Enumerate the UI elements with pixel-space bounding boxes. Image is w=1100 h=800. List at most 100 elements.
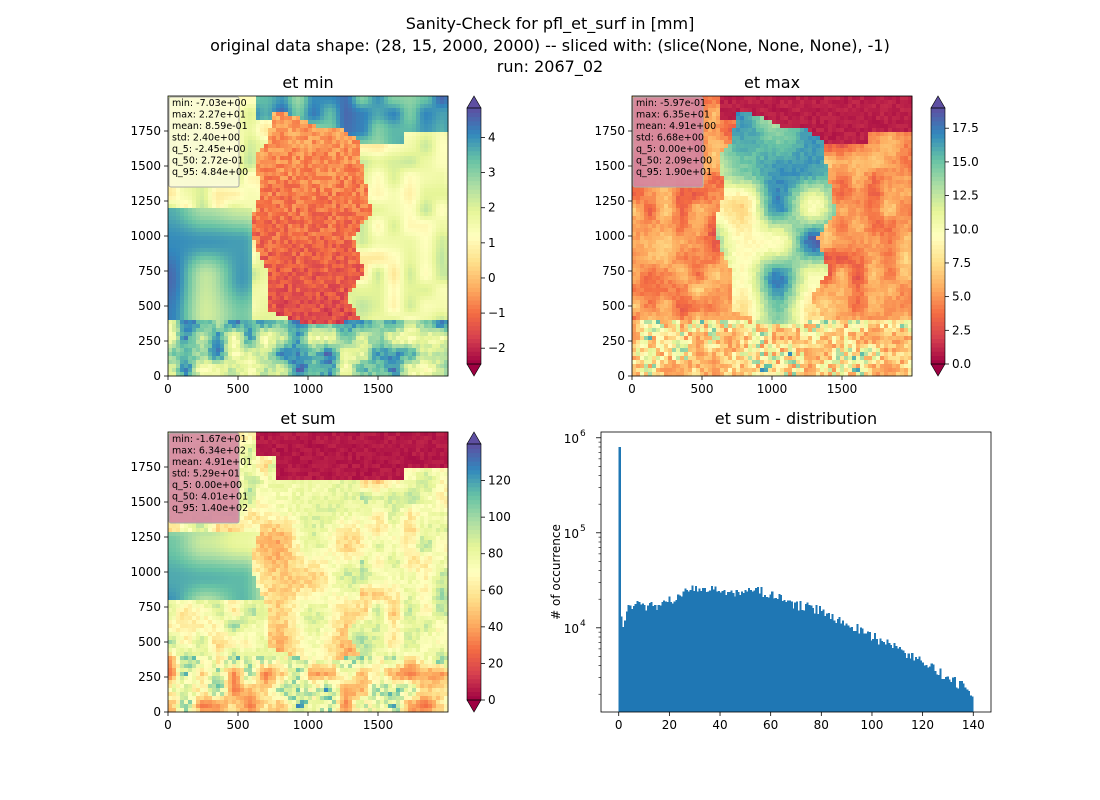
heatmap-cell	[272, 164, 277, 169]
heatmap-cell	[196, 280, 201, 285]
heatmap-cell	[240, 360, 245, 365]
heatmap-cell	[252, 236, 257, 241]
heatmap-cell	[424, 148, 429, 153]
colorbar-segment	[467, 253, 481, 258]
heatmap-cell	[188, 328, 193, 333]
heatmap-cell	[312, 200, 317, 205]
heatmap-cell	[372, 172, 377, 177]
heatmap-cell	[344, 164, 349, 169]
heatmap-cell	[356, 172, 361, 177]
stats-line: q_5: -2.45e+00	[172, 144, 246, 155]
heatmap-cell	[352, 272, 357, 277]
heatmap-cell	[416, 224, 421, 229]
heatmap-cell	[416, 240, 421, 245]
heatmap-cell	[352, 136, 357, 141]
heatmap-cell	[272, 368, 277, 373]
heatmap-cell	[272, 172, 277, 177]
heatmap-cell	[256, 120, 261, 125]
heatmap-cell	[300, 312, 305, 317]
heatmap-cell	[260, 348, 265, 353]
heatmap-cell	[272, 116, 277, 121]
heatmap-cell	[216, 204, 221, 209]
heatmap-cell	[288, 344, 293, 349]
heatmap-cell	[412, 300, 417, 305]
heatmap-cell	[376, 352, 381, 357]
heatmap-cell	[388, 272, 393, 277]
heatmap-cell	[356, 292, 361, 297]
heatmap-cell	[300, 96, 305, 101]
heatmap-cell	[316, 296, 321, 301]
heatmap-cell	[304, 292, 309, 297]
heatmap-cell	[168, 272, 173, 277]
heatmap-cell	[348, 120, 353, 125]
heatmap-cell	[224, 344, 229, 349]
heatmap-cell	[220, 244, 225, 249]
heatmap-cell	[332, 212, 337, 217]
heatmap-cell	[264, 212, 269, 217]
heatmap-cell	[220, 316, 225, 321]
heatmap-cell	[252, 168, 257, 173]
heatmap-cell	[200, 316, 205, 321]
heatmap-cell	[412, 100, 417, 105]
heatmap-cell	[412, 252, 417, 257]
heatmap-cell	[288, 120, 293, 125]
heatmap-cell	[332, 300, 337, 305]
heatmap-cell	[388, 320, 393, 325]
heatmap-cell	[364, 320, 369, 325]
heatmap-cell	[256, 172, 261, 177]
heatmap-cell	[328, 224, 333, 229]
heatmap-cell	[252, 208, 257, 213]
heatmap-cell	[260, 356, 265, 361]
heatmap-cell	[200, 188, 205, 193]
heatmap-cell	[416, 152, 421, 157]
heatmap-cell	[372, 140, 377, 145]
heatmap-cell	[272, 188, 277, 193]
heatmap-cell	[260, 212, 265, 217]
heatmap-cell	[348, 352, 353, 357]
heatmap-cell	[316, 324, 321, 329]
heatmap-cell	[412, 260, 417, 265]
heatmap-cell	[312, 136, 317, 141]
x-tick-label: 1500	[363, 382, 394, 396]
heatmap-cell	[416, 192, 421, 197]
heatmap-cell	[304, 272, 309, 277]
heatmap-cell	[196, 344, 201, 349]
heatmap-cell	[312, 208, 317, 213]
heatmap-cell	[276, 108, 281, 113]
heatmap-cell	[184, 320, 189, 325]
heatmap-cell	[276, 364, 281, 369]
heatmap-cell	[244, 208, 249, 213]
heatmap-cell	[332, 220, 337, 225]
heatmap-cell	[372, 232, 377, 237]
heatmap-cell	[356, 232, 361, 237]
heatmap-cell	[328, 320, 333, 325]
heatmap-cell	[168, 360, 173, 365]
heatmap-cell	[312, 332, 317, 337]
heatmap-cell	[380, 352, 385, 357]
heatmap-cell	[296, 320, 301, 325]
heatmap-cell	[320, 232, 325, 237]
heatmap-cell	[388, 364, 393, 369]
heatmap-cell	[292, 152, 297, 157]
heatmap-cell	[292, 252, 297, 257]
heatmap-cell	[384, 236, 389, 241]
heatmap-cell	[380, 100, 385, 105]
heatmap-cell	[172, 308, 177, 313]
heatmap-cell	[240, 312, 245, 317]
heatmap-cell	[276, 232, 281, 237]
heatmap-cell	[280, 244, 285, 249]
heatmap-cell	[384, 324, 389, 329]
heatmap-cell	[440, 364, 445, 369]
heatmap-cell	[372, 180, 377, 185]
heatmap-cell	[352, 280, 357, 285]
heatmap-cell	[412, 212, 417, 217]
heatmap-cell	[396, 228, 401, 233]
heatmap-cell	[348, 104, 353, 109]
heatmap-cell	[204, 204, 209, 209]
heatmap-cell	[344, 248, 349, 253]
heatmap-cell	[356, 96, 361, 101]
heatmap-cell	[280, 372, 285, 377]
heatmap-cell	[368, 312, 373, 317]
heatmap-cell	[324, 156, 329, 161]
heatmap-cell	[384, 192, 389, 197]
